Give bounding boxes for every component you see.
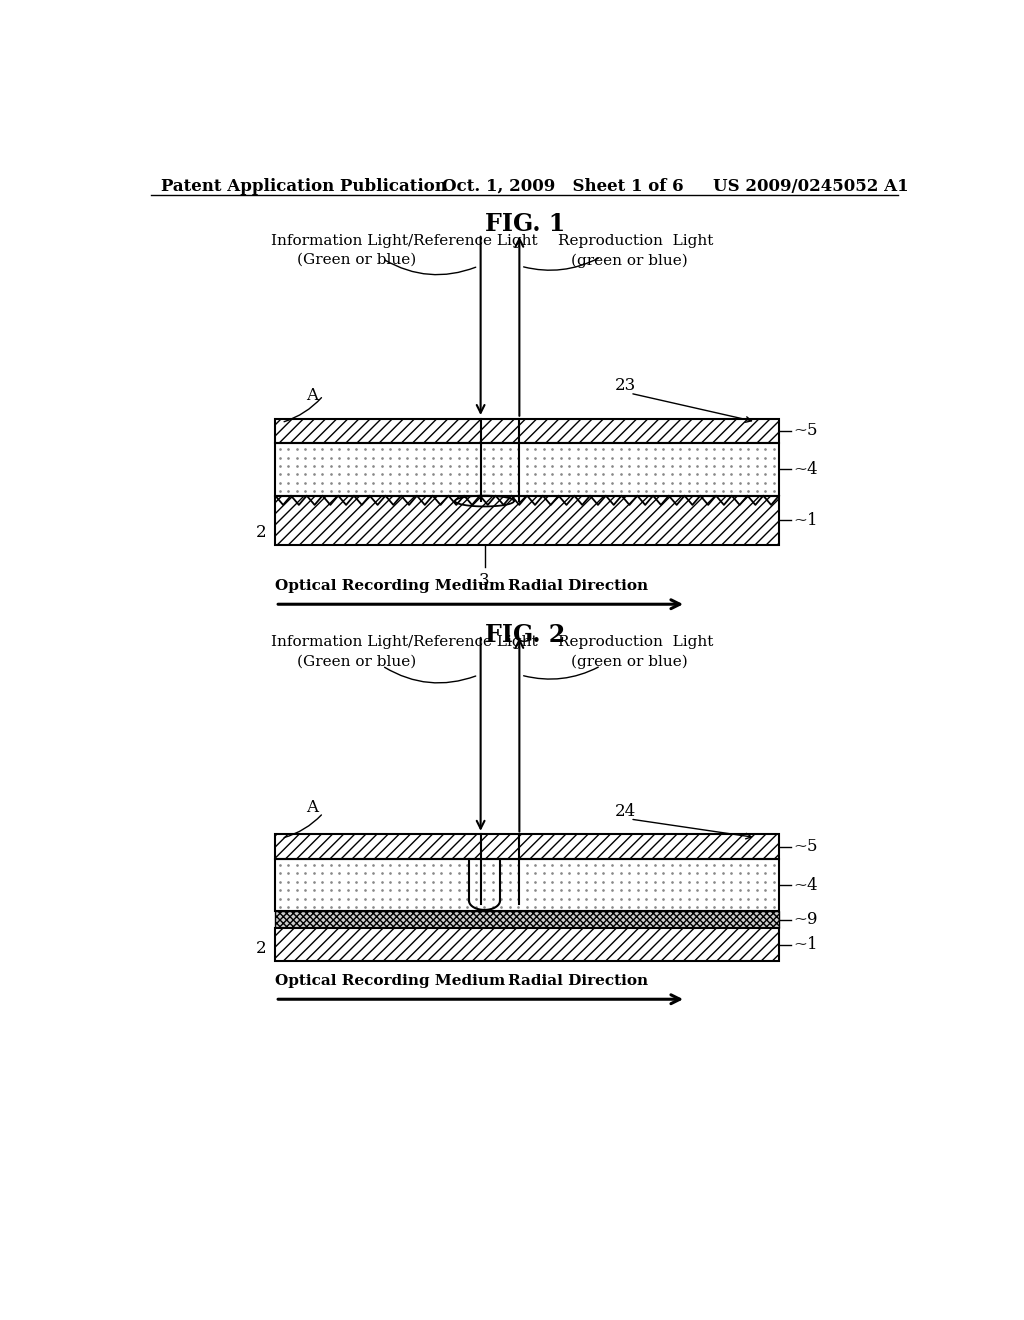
Text: Optical Recording Medium: Optical Recording Medium bbox=[275, 578, 506, 593]
Polygon shape bbox=[275, 911, 779, 928]
Polygon shape bbox=[275, 834, 779, 859]
Text: ~5: ~5 bbox=[793, 838, 817, 855]
Polygon shape bbox=[275, 928, 779, 961]
Text: (green or blue): (green or blue) bbox=[571, 655, 688, 669]
Text: Reproduction  Light: Reproduction Light bbox=[558, 635, 714, 649]
Text: Optical Recording Medium: Optical Recording Medium bbox=[275, 974, 506, 987]
Text: Radial Direction: Radial Direction bbox=[508, 578, 648, 593]
Text: A: A bbox=[306, 387, 318, 404]
Polygon shape bbox=[275, 496, 779, 545]
Text: A: A bbox=[306, 799, 318, 816]
Text: ~4: ~4 bbox=[793, 461, 817, 478]
Text: ~1: ~1 bbox=[793, 936, 817, 953]
Text: Information Light/Reference Light: Information Light/Reference Light bbox=[271, 234, 538, 248]
Text: US 2009/0245052 A1: US 2009/0245052 A1 bbox=[713, 178, 908, 194]
Text: ~4: ~4 bbox=[793, 876, 817, 894]
Text: ~1: ~1 bbox=[793, 512, 817, 529]
Text: (Green or blue): (Green or blue) bbox=[297, 253, 416, 267]
Text: 24: 24 bbox=[614, 803, 636, 820]
Text: 2: 2 bbox=[255, 940, 266, 957]
Text: Information Light/Reference Light: Information Light/Reference Light bbox=[271, 635, 538, 649]
Text: FIG. 1: FIG. 1 bbox=[484, 213, 565, 236]
Text: Reproduction  Light: Reproduction Light bbox=[558, 234, 714, 248]
Text: FIG. 2: FIG. 2 bbox=[484, 623, 565, 648]
Text: ~5: ~5 bbox=[793, 422, 817, 440]
Text: Radial Direction: Radial Direction bbox=[508, 974, 648, 987]
Text: 2: 2 bbox=[255, 524, 266, 541]
Text: Oct. 1, 2009   Sheet 1 of 6: Oct. 1, 2009 Sheet 1 of 6 bbox=[442, 178, 683, 194]
Text: 3: 3 bbox=[479, 572, 489, 589]
Text: (Green or blue): (Green or blue) bbox=[297, 655, 416, 668]
Text: ~9: ~9 bbox=[793, 911, 817, 928]
Text: Patent Application Publication: Patent Application Publication bbox=[161, 178, 446, 194]
Text: (green or blue): (green or blue) bbox=[571, 253, 688, 268]
Text: 23: 23 bbox=[614, 378, 636, 395]
Polygon shape bbox=[275, 418, 779, 444]
